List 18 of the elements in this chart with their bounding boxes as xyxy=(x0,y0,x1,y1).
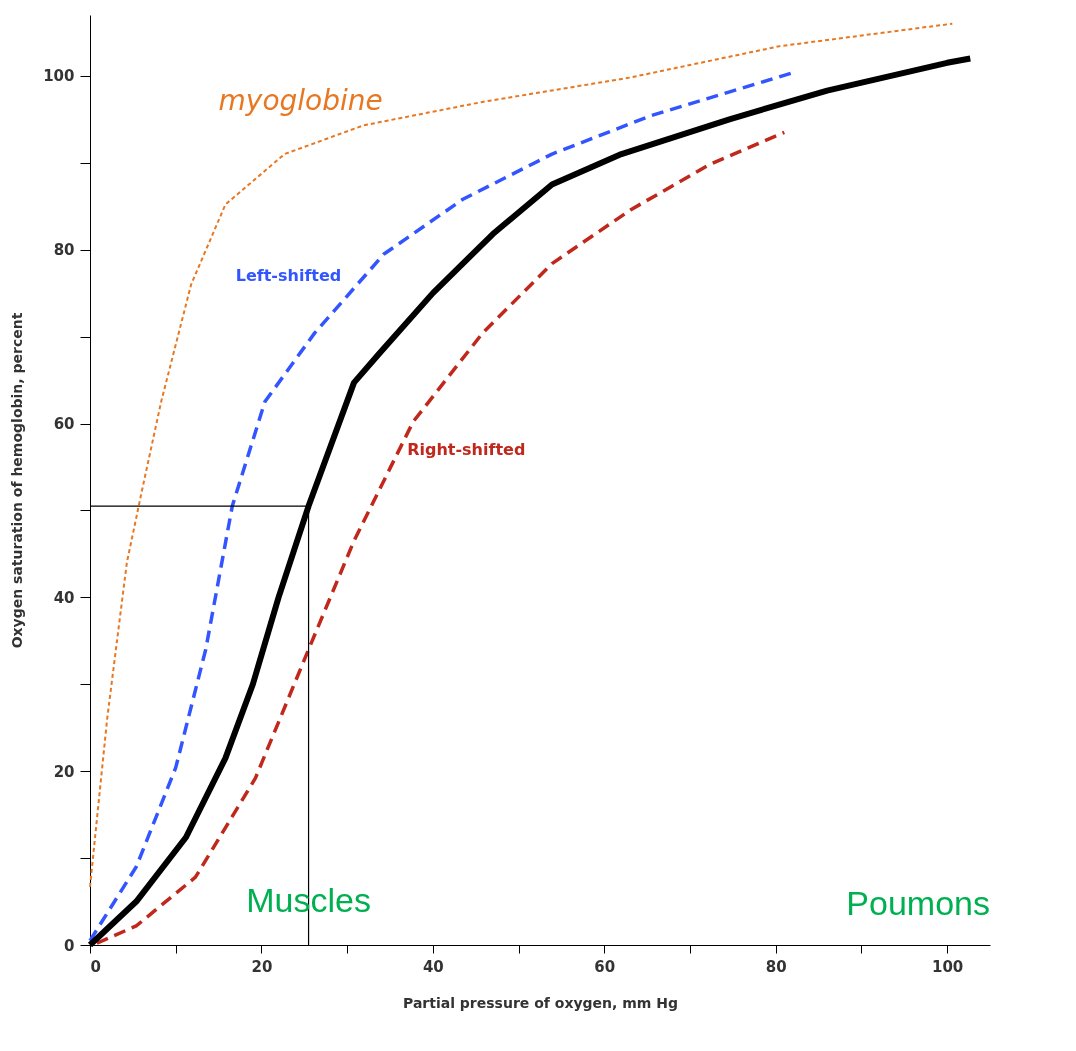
series-label: Right-shifted xyxy=(407,439,526,459)
y-tick-label: 0 xyxy=(64,936,75,955)
y-tick-label: 20 xyxy=(53,762,75,781)
y-tick-label: 80 xyxy=(53,241,75,260)
x-tick-label: 40 xyxy=(422,957,444,976)
x-tick-label: 0 xyxy=(90,957,101,976)
x-tick-label: 20 xyxy=(251,957,273,976)
series-label: Left-shifted xyxy=(235,265,342,285)
x-tick-label: 60 xyxy=(594,957,616,976)
annotation: Poumons xyxy=(846,884,990,922)
x-tick-label: 100 xyxy=(931,957,964,976)
y-tick-label: 100 xyxy=(43,67,75,86)
y-axis-title: Oxygen saturation of hemoglobin, percent xyxy=(9,312,26,649)
series-label: myoglobine xyxy=(218,83,383,117)
y-tick-label: 60 xyxy=(53,415,75,433)
y-tick-label: 40 xyxy=(53,588,75,607)
x-axis-title: Partial pressure of oxygen, mm Hg xyxy=(403,994,678,1011)
x-tick-label: 80 xyxy=(765,957,787,976)
